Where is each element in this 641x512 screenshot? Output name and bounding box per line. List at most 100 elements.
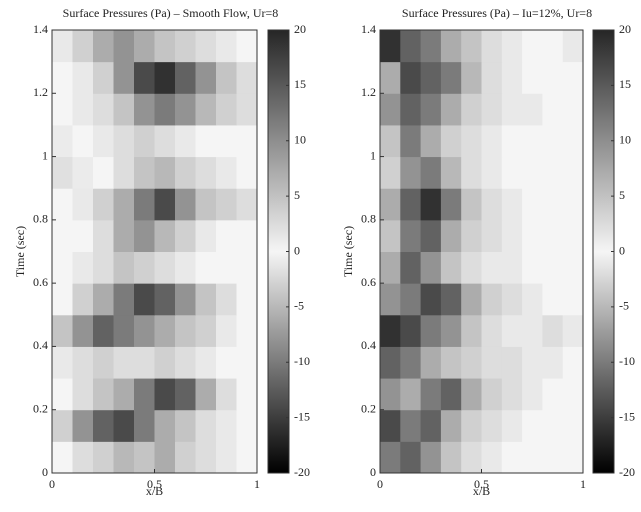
colorbar-tick-label: 5 [294,188,300,202]
heatmap-cell [542,124,564,158]
heatmap-cell [542,156,564,189]
colorbar-tick-label: -20 [619,465,635,479]
heatmap-cell [481,314,503,347]
heatmap-cell [52,156,73,189]
heatmap-cell [175,441,196,474]
heatmap-cell [134,156,155,189]
heatmap-cell [195,93,217,126]
heatmap-cell [420,314,442,347]
heatmap-cell [236,378,258,411]
heatmap-cell [113,124,135,158]
heatmap-cell [380,61,401,94]
heatmap-cell [420,441,442,474]
heatmap-cell [154,156,176,189]
heatmap-cell [461,314,482,347]
heatmap-cell [461,124,482,158]
heatmap-cell [236,441,258,474]
heatmap-cell [175,251,196,284]
heatmap-cell [175,378,196,411]
colorbar-tick-label: 15 [294,77,306,91]
heatmap-cell [52,188,73,221]
heatmap-cell [400,156,422,189]
heatmap-cell [52,251,73,284]
heatmap-cell [134,124,155,158]
heatmap-cell [72,378,94,411]
heatmap-cell [195,251,217,284]
heatmap-cell [522,219,543,252]
heatmap-cell [216,61,237,94]
heatmap-cell [175,346,196,379]
heatmap-cell [461,251,482,284]
heatmap-cell [175,124,196,158]
heatmap-cell [134,346,155,379]
heatmap-cell [72,61,94,94]
heatmap-cell [481,124,503,158]
heatmap-cell [380,251,401,284]
heatmap-cell [134,30,155,63]
heatmap-cell [175,61,196,94]
y-tick-label: 0.8 [361,212,376,226]
heatmap-cell [562,283,584,316]
heatmap-cell [93,30,114,63]
heatmap-cell [236,314,258,347]
heatmap-cell [440,409,462,442]
heatmap-cell [134,378,155,411]
heatmap-cell [216,188,237,221]
heatmap-cell [481,346,503,379]
heatmap-cell [216,441,237,474]
heatmap-cell [93,283,114,316]
heatmap-cell [481,61,503,94]
heatmap-cell [93,441,114,474]
heatmap-cell [72,156,94,189]
y-tick-label: 1.4 [361,22,376,36]
colorbar-tick-label: -15 [619,409,635,423]
y-tick-label: 1 [370,148,376,162]
heatmap-cell [154,378,176,411]
heatmap-cell [195,156,217,189]
heatmap-cell [461,409,482,442]
heatmap-cell [501,219,523,252]
heatmap-cell [154,30,176,63]
heatmap-cell [52,441,73,474]
x-axis-label: x/B [473,484,490,498]
heatmap-cell [400,314,422,347]
heatmap-cell [93,156,114,189]
heatmap-cell [501,93,523,126]
heatmap-cell [134,251,155,284]
heatmap-cell [175,93,196,126]
heatmap-cell [461,188,482,221]
heatmap-cell [134,93,155,126]
heatmap-cell [154,441,176,474]
colorbar-tick-label: -5 [294,299,304,313]
heatmap-cell [236,283,258,316]
heatmap-cell [542,409,564,442]
heatmap-cell [154,61,176,94]
heatmap-cell [440,188,462,221]
heatmap-cell [420,61,442,94]
heatmap-cell [52,409,73,442]
heatmap-cell [501,156,523,189]
heatmap-cell [72,219,94,252]
heatmap-cell [501,378,523,411]
heatmap-cell [501,251,523,284]
heatmap-cell [175,188,196,221]
heatmap-cell [400,61,422,94]
heatmap-cell [236,61,258,94]
heatmap-cell [380,441,401,474]
heatmap-cell [52,346,73,379]
heatmap-cell [134,441,155,474]
y-axis-label: Time (sec) [13,226,27,277]
y-tick-label: 0 [370,465,376,479]
heatmap-cell [522,251,543,284]
y-tick-label: 1.2 [361,85,376,99]
heatmap-cell [522,30,543,63]
y-tick-label: 0 [42,465,48,479]
colorbar-tick-label: 20 [294,22,306,36]
heatmap-cell [501,61,523,94]
heatmap-cell [113,30,135,63]
heatmap-cell [72,251,94,284]
heatmap-cell [562,251,584,284]
heatmap-cell [134,409,155,442]
heatmap-cell [400,283,422,316]
